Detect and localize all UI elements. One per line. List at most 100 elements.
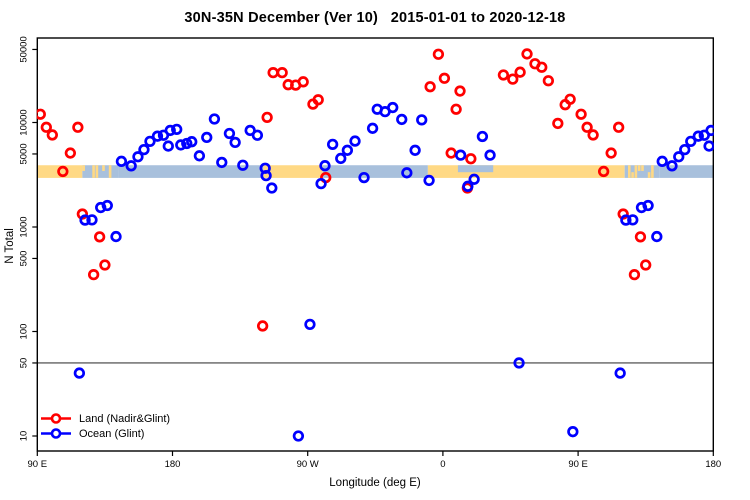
- x-axis-title: Longitude (deg E): [329, 477, 421, 489]
- band-land-fleck: [108, 165, 112, 178]
- x-tick-label: 180: [705, 459, 721, 470]
- land-point: [445, 147, 457, 159]
- ocean-point: [673, 151, 685, 163]
- band-land-fleck: [637, 165, 641, 171]
- ocean-point: [666, 160, 678, 172]
- land-point: [640, 259, 652, 271]
- band-land-fleck: [102, 165, 105, 171]
- ocean-point: [651, 230, 663, 243]
- legend-item-land: Land (Nadir&Glint): [40, 411, 170, 426]
- ocean-point: [620, 214, 632, 226]
- ocean-point: [138, 143, 150, 156]
- land-point: [297, 76, 309, 88]
- ocean-point: [627, 214, 639, 226]
- legend-label-land: Land (Nadir&Glint): [79, 412, 171, 425]
- ocean-point: [175, 139, 187, 151]
- land-point: [521, 48, 533, 60]
- ocean-point: [656, 155, 668, 167]
- band-land-fleck: [641, 165, 644, 171]
- land-point: [46, 129, 58, 141]
- land-point: [613, 121, 625, 133]
- land-point: [542, 75, 555, 87]
- ocean-point: [162, 140, 174, 152]
- ocean-point: [304, 318, 316, 331]
- band-ocean-segment: [659, 165, 714, 178]
- ocean-point: [208, 113, 221, 125]
- land-point: [507, 73, 519, 85]
- land-point: [597, 165, 610, 178]
- y-tick-label: 1000: [19, 216, 30, 237]
- band-land-fleck: [647, 172, 651, 178]
- land-point: [256, 320, 269, 332]
- land-point: [267, 66, 279, 79]
- ocean-point: [164, 124, 176, 137]
- ocean-point: [186, 136, 198, 148]
- ocean-point: [201, 131, 213, 144]
- ocean-point: [125, 160, 137, 172]
- ocean-point: [73, 367, 86, 379]
- land-point: [40, 121, 52, 133]
- ocean-point: [513, 357, 525, 369]
- ocean-point: [251, 129, 264, 141]
- land-point: [261, 111, 273, 124]
- ocean-point: [319, 160, 331, 172]
- x-tick-label: 180: [165, 459, 181, 470]
- plot-border: [36, 37, 714, 452]
- ocean-point: [237, 159, 249, 171]
- ocean-point: [216, 156, 228, 169]
- ocean-point: [229, 136, 241, 149]
- legend: Land (Nadir&Glint) Ocean (Glint): [40, 411, 170, 441]
- land-marker-icon: [40, 412, 72, 425]
- ocean-point: [462, 180, 474, 192]
- ocean-point: [476, 130, 489, 143]
- ocean-point: [341, 144, 354, 156]
- x-tick-label: 90 E: [568, 459, 588, 470]
- chart-title: 30N-35N December (Ver 10) 2015-01-01 to …: [184, 10, 566, 26]
- band-ocean-notch: [457, 165, 494, 173]
- y-tick-label: 50: [19, 358, 30, 369]
- land-point: [438, 72, 451, 84]
- land-point: [465, 153, 477, 165]
- ocean-point: [86, 214, 98, 226]
- legend-label-ocean: Ocean (Glint): [79, 427, 145, 440]
- land-point: [424, 81, 436, 93]
- ocean-point: [193, 150, 206, 162]
- ocean-point: [358, 171, 370, 184]
- ocean-point: [387, 101, 399, 114]
- ocean-point: [409, 144, 421, 156]
- land-point: [312, 94, 324, 106]
- ocean-point: [454, 149, 467, 161]
- ocean-point: [79, 214, 91, 226]
- ocean-point: [366, 122, 379, 134]
- band-mixed-segment: [82, 165, 119, 178]
- ocean-point: [685, 135, 697, 148]
- land-point: [575, 108, 587, 120]
- ocean-point: [703, 140, 714, 152]
- ocean-point: [292, 430, 305, 442]
- ocean-point: [614, 367, 626, 379]
- ocean-point: [326, 138, 339, 150]
- land-point: [36, 108, 46, 120]
- y-tick-label: 50000: [19, 36, 30, 62]
- land-point: [552, 117, 564, 130]
- land-point: [605, 147, 617, 159]
- land-point: [450, 103, 462, 115]
- ocean-point: [416, 114, 428, 126]
- band-land-segment: [263, 165, 323, 178]
- band-land-fleck: [82, 165, 85, 171]
- band-land-segment: [427, 165, 625, 178]
- ocean-point: [484, 149, 496, 161]
- band-land-fleck: [95, 165, 99, 178]
- land-point: [64, 147, 76, 159]
- land-point: [276, 66, 288, 79]
- y-tick-label: 500: [19, 251, 30, 267]
- ocean-point: [95, 201, 107, 214]
- ocean-point: [401, 167, 413, 179]
- band-land-fleck: [627, 165, 631, 178]
- ocean-point: [260, 170, 272, 182]
- land-point: [581, 121, 593, 133]
- land-point: [587, 129, 599, 141]
- ocean-point: [171, 123, 183, 135]
